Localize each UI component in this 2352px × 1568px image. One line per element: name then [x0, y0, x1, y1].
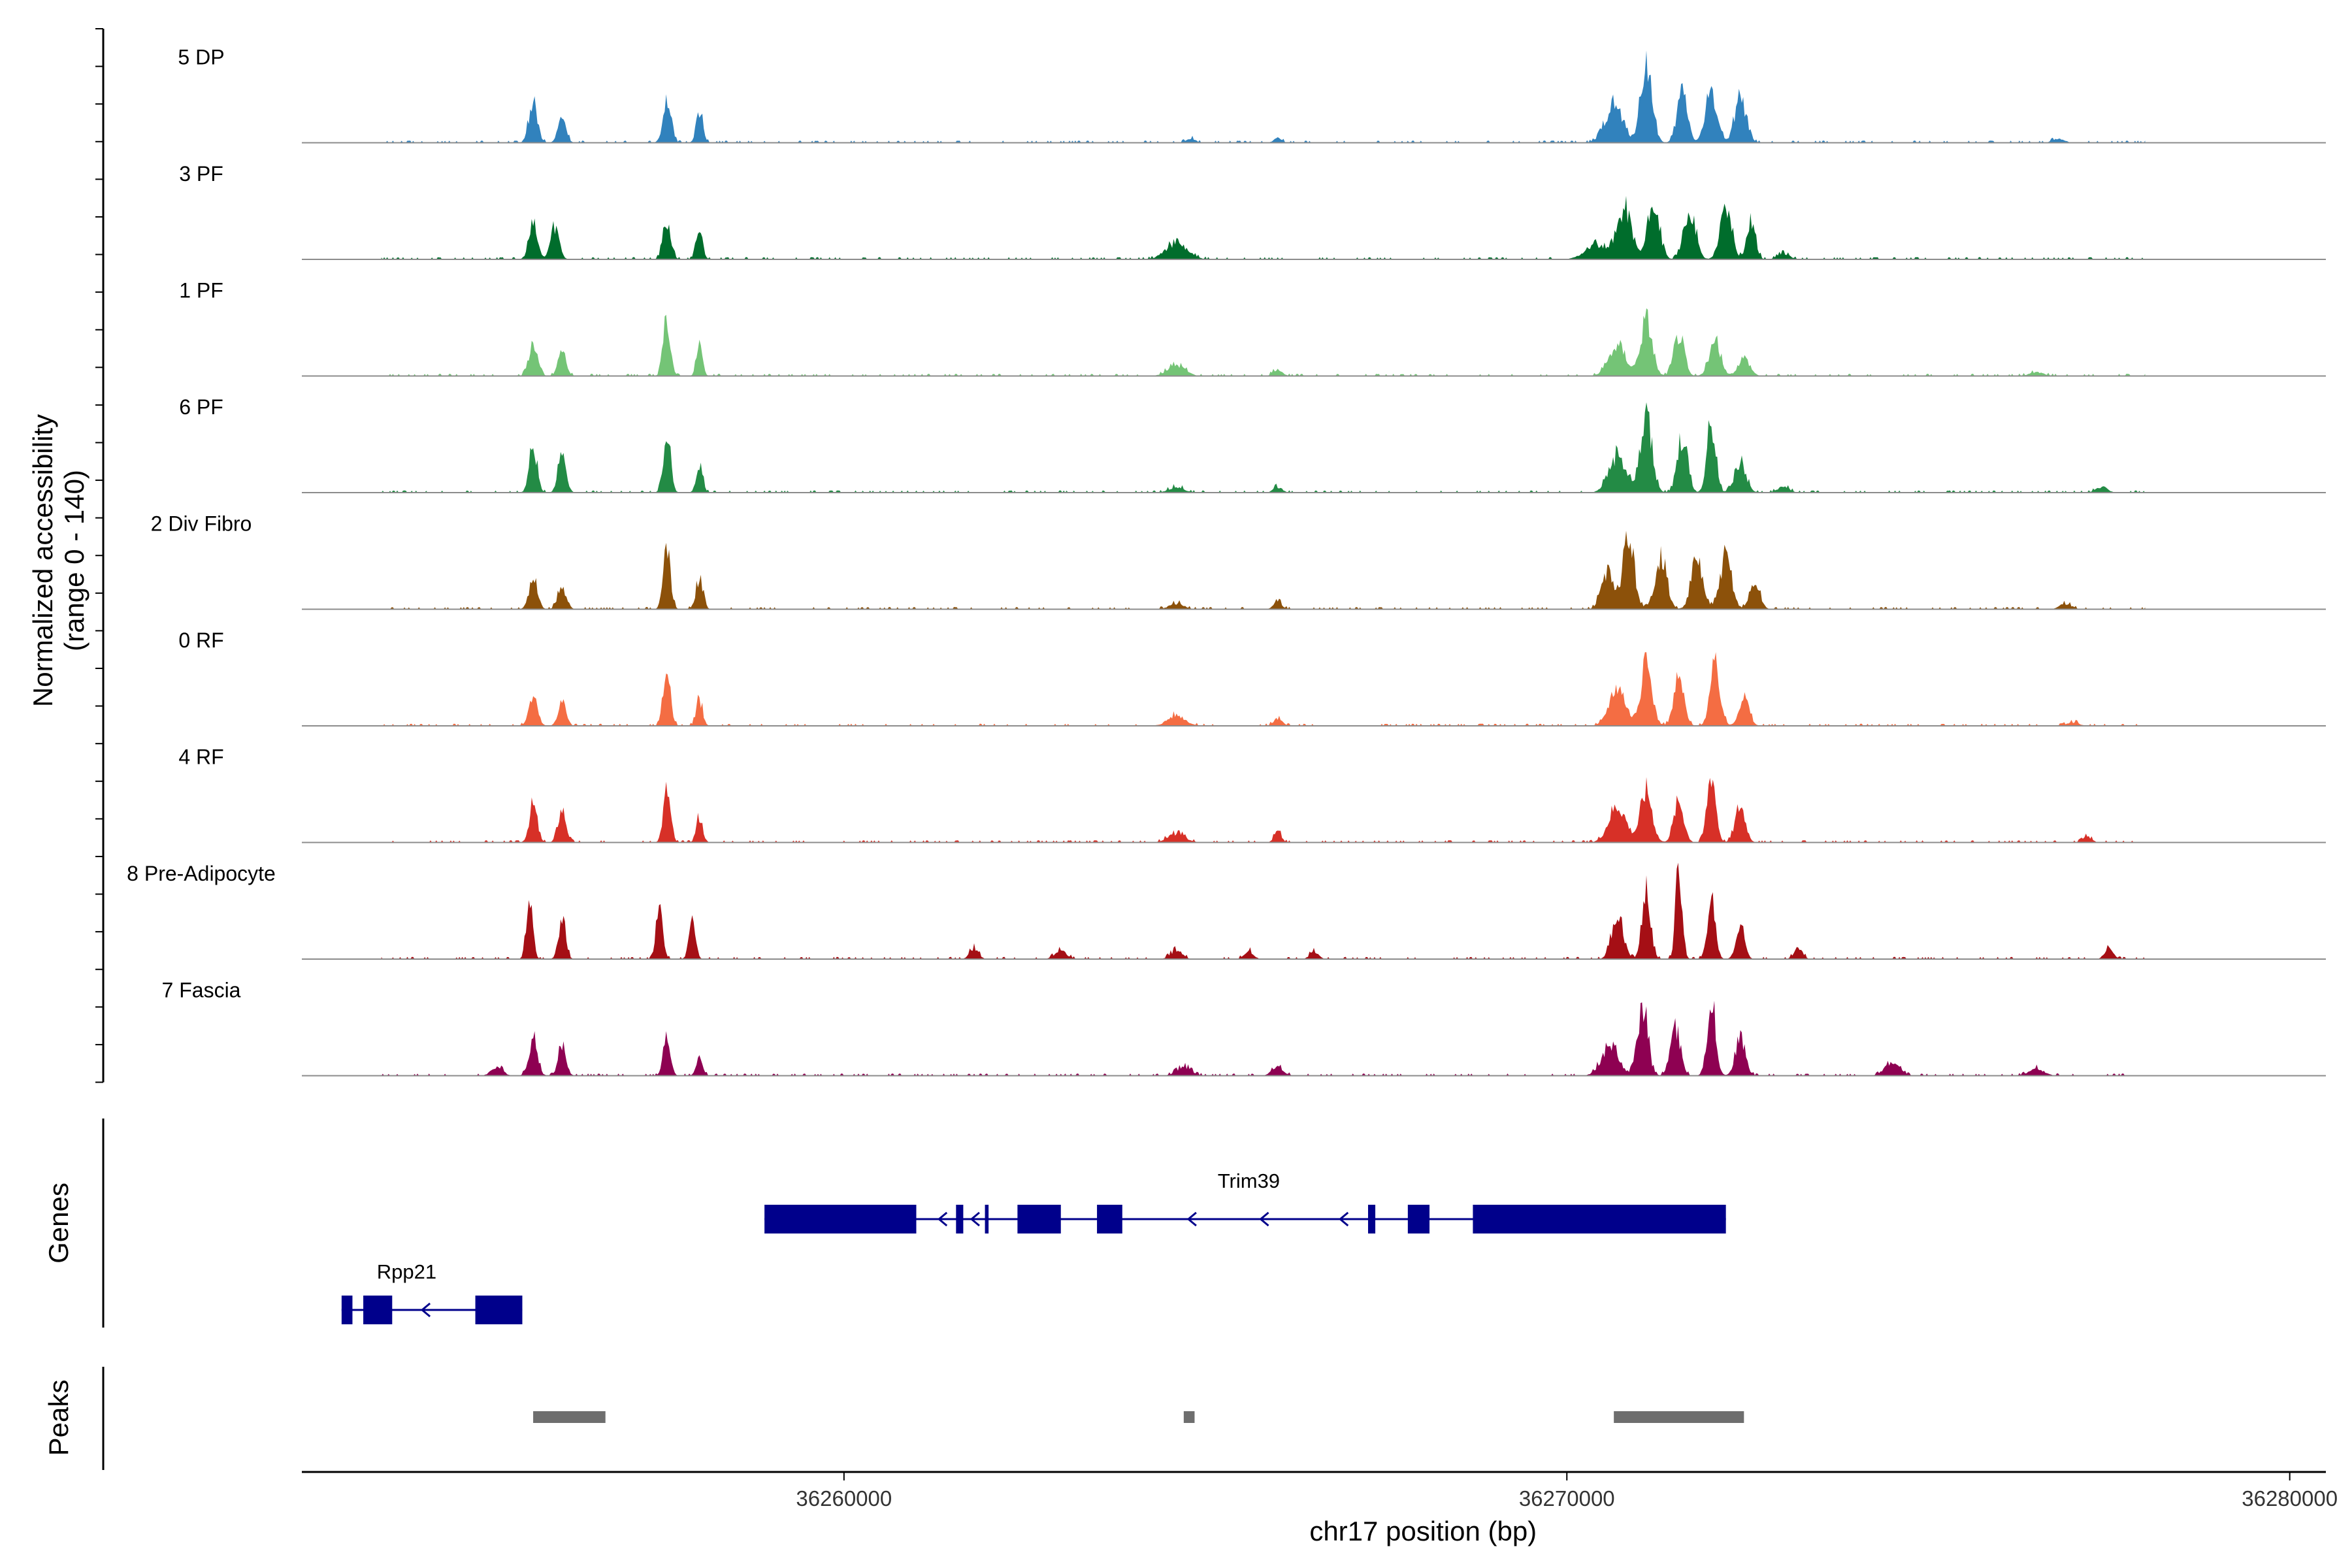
track-label: 3 PF: [179, 162, 223, 186]
peak-panel: Peaks: [43, 1367, 1744, 1470]
strand-arrow: [1338, 1211, 1349, 1227]
x-axis-title: chr17 position (bp): [1309, 1516, 1537, 1546]
gene-rpp21: Rpp21: [341, 1260, 523, 1324]
coverage-area: [381, 402, 2146, 493]
track-6-pf: 6 PF: [179, 395, 2326, 493]
track-5-dp: 5 DP: [178, 46, 2326, 144]
coverage-area: [381, 195, 2146, 259]
strand-arrow: [970, 1211, 980, 1227]
coverage-area: [381, 862, 2146, 959]
coverage-area: [381, 652, 2146, 726]
strand-arrow: [420, 1302, 431, 1318]
track-label: 2 Div Fibro: [151, 512, 252, 536]
gene-exon: [764, 1205, 917, 1233]
track-2-div-fibro: 2 Div Fibro: [151, 512, 2326, 610]
track-4-rf: 4 RF: [178, 745, 2326, 843]
genes-panel-label: Genes: [43, 1183, 74, 1264]
coverage-area: [381, 531, 2146, 610]
gene-panel: Genes Trim39 Rpp21: [43, 1119, 1726, 1328]
x-tick-label: 36280000: [2242, 1486, 2338, 1511]
gene-name-label: Rpp21: [377, 1260, 436, 1283]
x-tick-label: 36270000: [1519, 1486, 1615, 1511]
y-axis-title: Normalized accessibility: [27, 414, 58, 707]
gene-exon: [956, 1205, 964, 1233]
coverage-tracks: 5 DP 3 PF 1 PF 6 PF 2 Div Fibro 0 RF 4 RF 8 Pre…: [127, 46, 2326, 1077]
track-1-pf: 1 PF: [179, 279, 2326, 377]
peaks-panel-label: Peaks: [43, 1380, 74, 1456]
gene-name-label: Trim39: [1218, 1169, 1280, 1192]
peak-region: [533, 1411, 606, 1423]
x-tick-label: 36260000: [796, 1486, 892, 1511]
track-label: 8 Pre-Adipocyte: [127, 862, 276, 885]
track-label: 7 Fascia: [162, 979, 241, 1002]
track-label: 6 PF: [179, 395, 223, 419]
gene-exon: [363, 1296, 393, 1324]
y-axis-range-label: (range 0 - 140): [59, 470, 90, 651]
coverage-area: [381, 777, 2146, 843]
gene-exon: [1097, 1205, 1122, 1233]
coverage-area: [381, 308, 2146, 376]
track-0-rf: 0 RF: [178, 629, 2326, 727]
gene-exon: [985, 1205, 989, 1233]
track-label: 4 RF: [178, 745, 223, 769]
strand-arrow: [937, 1211, 948, 1227]
gene-trim39: Trim39: [764, 1169, 1726, 1233]
track-8-pre-adipocyte: 8 Pre-Adipocyte: [127, 862, 2326, 960]
gene-exon: [1407, 1205, 1430, 1233]
gene-exon: [1367, 1205, 1376, 1233]
track-label: 5 DP: [178, 46, 224, 69]
coverage-area: [381, 1000, 2146, 1076]
gene-exon: [341, 1296, 353, 1324]
peak-region: [1183, 1411, 1195, 1423]
track-7-fascia: 7 Fascia: [162, 979, 2326, 1077]
track-label: 0 RF: [178, 629, 223, 652]
gene-exon: [475, 1296, 523, 1324]
strand-arrow: [1259, 1211, 1269, 1227]
gene-exon: [1017, 1205, 1061, 1233]
peak-region: [1614, 1411, 1744, 1423]
track-3-pf: 3 PF: [179, 162, 2326, 260]
track-label: 1 PF: [179, 279, 223, 302]
axes: Normalized accessibility (range 0 - 140) 3…: [27, 28, 2338, 1546]
coverage-area: [381, 50, 2146, 143]
gene-exon: [1473, 1205, 1726, 1233]
strand-arrow: [1186, 1211, 1197, 1227]
